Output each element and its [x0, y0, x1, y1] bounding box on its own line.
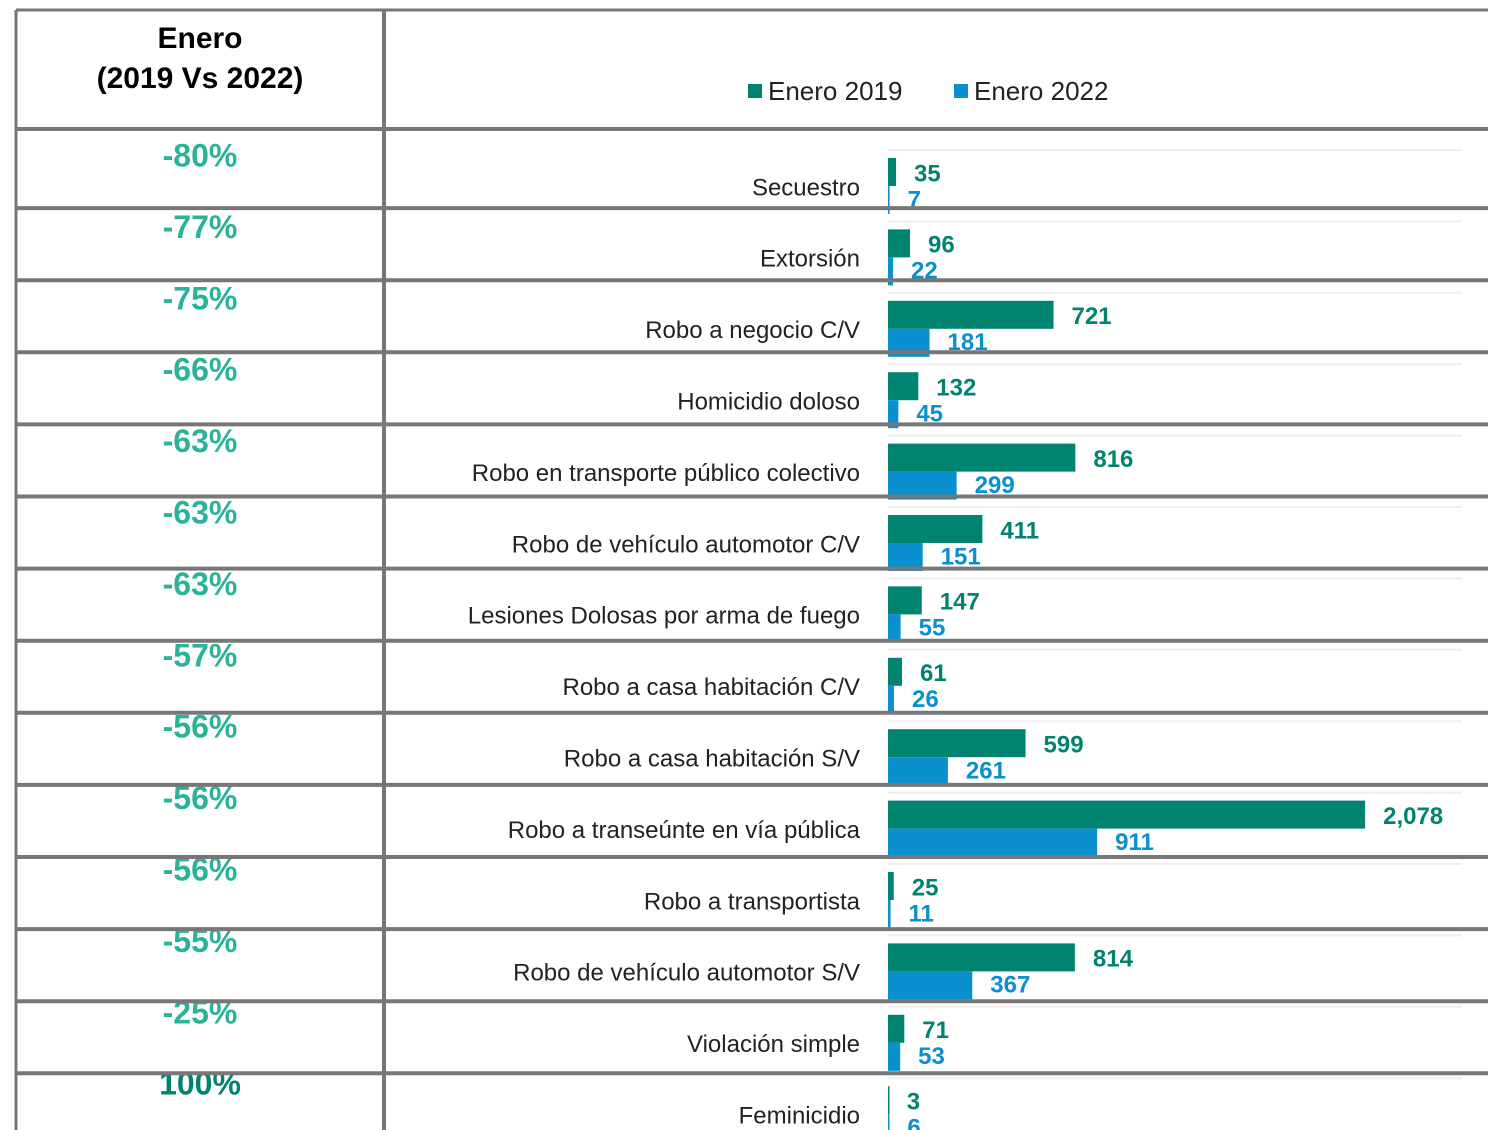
bar: [888, 257, 894, 286]
value-label: 911: [1115, 829, 1154, 856]
bar: [888, 515, 983, 543]
value-label: 814: [1093, 946, 1134, 973]
value-label: 35: [914, 160, 941, 187]
change-label: 100%: [159, 1066, 241, 1102]
value-label: 26: [912, 686, 939, 713]
bar: [888, 757, 948, 786]
value-label: 411: [1000, 517, 1039, 544]
category-label: Robo en transporte público colectivo: [472, 460, 860, 487]
change-label: -57%: [163, 637, 238, 673]
value-label: 816: [1093, 446, 1133, 473]
bar: [888, 614, 901, 643]
legend-swatch: [748, 84, 762, 98]
change-label: -63%: [163, 494, 238, 530]
bar: [888, 1086, 890, 1115]
change-label: -80%: [163, 137, 238, 173]
value-label: 71: [922, 1017, 949, 1044]
bar: [888, 186, 890, 214]
value-label: 96: [928, 232, 955, 259]
change-label: -66%: [163, 352, 238, 388]
header-line: Enero: [157, 22, 242, 55]
value-label: 261: [966, 758, 1006, 785]
value-label: 599: [1044, 732, 1084, 759]
category-label: Secuestro: [752, 174, 860, 201]
category-label: Lesiones Dolosas por arma de fuego: [468, 603, 860, 630]
bar: [888, 657, 903, 686]
bar: [888, 586, 922, 615]
value-label: 61: [920, 660, 947, 687]
legend-swatch: [954, 84, 968, 98]
bar: [888, 1114, 890, 1130]
category-label: Feminicidio: [739, 1103, 860, 1130]
value-label: 53: [918, 1043, 945, 1070]
bar: [888, 943, 1075, 972]
value-label: 151: [941, 543, 981, 570]
value-label: 299: [975, 472, 1015, 499]
category-label: Robo a negocio C/V: [645, 317, 860, 344]
header-line: (2019 Vs 2022): [97, 62, 304, 95]
value-label: 2,078: [1383, 803, 1443, 830]
bar: [888, 300, 1054, 329]
bar: [888, 400, 899, 429]
value-label: 55: [919, 615, 946, 642]
change-label: -63%: [163, 423, 238, 459]
bar: [888, 872, 894, 900]
bar: [888, 729, 1026, 758]
value-label: 147: [940, 589, 980, 616]
value-label: 3: [907, 1089, 920, 1116]
bar: [888, 1014, 905, 1043]
value-label: 11: [909, 900, 934, 927]
category-label: Homicidio doloso: [677, 389, 860, 416]
legend-label: Enero 2022: [974, 76, 1108, 106]
category-label: Robo a transeúnte en vía pública: [508, 817, 861, 844]
change-label: -77%: [163, 209, 238, 245]
legend-label: Enero 2019: [768, 76, 902, 106]
category-label: Robo de vehículo automotor C/V: [512, 531, 860, 558]
bar: [888, 543, 923, 571]
value-label: 132: [936, 375, 976, 402]
value-label: 721: [1072, 303, 1112, 330]
bar: [888, 685, 894, 714]
value-label: 367: [990, 972, 1030, 999]
category-label: Robo a transportista: [644, 888, 861, 915]
bar: [888, 800, 1366, 829]
bar: [888, 971, 973, 1000]
value-label: 25: [912, 874, 939, 901]
change-label: -63%: [163, 566, 238, 602]
change-label: -75%: [163, 280, 238, 316]
bar: [888, 1042, 901, 1071]
category-label: Robo a casa habitación C/V: [562, 674, 860, 701]
bar: [888, 900, 891, 928]
bar: [888, 443, 1076, 472]
category-label: Extorsión: [760, 246, 860, 273]
value-label: 6: [907, 1115, 920, 1130]
bar: [888, 229, 911, 258]
bar: [888, 372, 919, 401]
category-label: Robo de vehículo automotor S/V: [513, 960, 860, 987]
bar: [888, 158, 897, 186]
bar: [888, 828, 1098, 857]
category-label: Robo a casa habitación S/V: [564, 746, 860, 773]
category-label: Violación simple: [687, 1031, 860, 1058]
